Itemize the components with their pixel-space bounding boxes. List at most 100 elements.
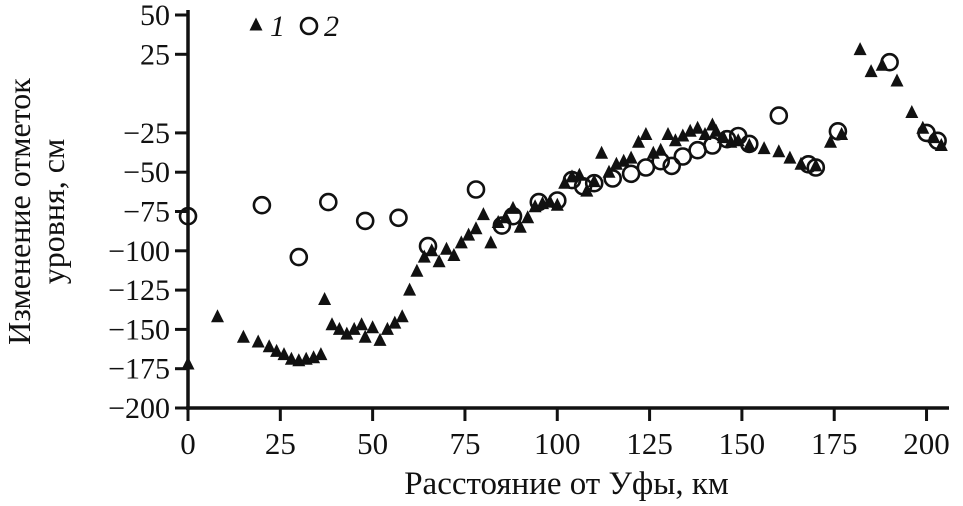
data-point-triangle-series1 [181, 356, 195, 370]
data-point-circle-series2 [806, 158, 826, 177]
data-point-triangle-series1 [698, 127, 712, 140]
x-tick-label: 50 [357, 426, 388, 461]
x-tick-label: 125 [626, 426, 673, 461]
data-point-triangle-series1 [366, 320, 380, 334]
data-point-circle-series2 [389, 208, 408, 228]
data-point-circle-series2 [880, 52, 899, 72]
y-tick-label: −100 [108, 235, 170, 268]
y-axis-title-line1: Изменение отметок [1, 78, 37, 345]
y-tick-label: −175 [108, 353, 170, 386]
data-point-triangle-series1 [262, 339, 276, 353]
data-point-triangle-series1 [358, 329, 372, 343]
data-point-triangle-series1 [332, 321, 346, 335]
data-point-circle-series2 [492, 216, 512, 235]
data-point-triangle-series1 [668, 133, 682, 147]
data-point-circle-series2 [739, 134, 759, 154]
data-point-triangle-series1 [380, 321, 394, 335]
data-point-triangle-series1 [654, 142, 668, 156]
data-point-triangle-series1 [890, 73, 904, 87]
data-point-circle-series2 [769, 106, 789, 125]
data-point-triangle-series1 [410, 263, 424, 277]
x-tick-label: 25 [265, 426, 296, 461]
data-point-triangle-series1 [709, 123, 723, 137]
data-point-triangle-series1 [447, 248, 461, 261]
data-point-triangle-series1 [783, 150, 797, 164]
data-point-triangle-series1 [325, 317, 339, 331]
data-point-triangle-series1 [347, 321, 361, 335]
data-point-triangle-series1 [595, 145, 609, 159]
legend-series1-label: 1 [270, 10, 285, 43]
data-point-circle-series2 [503, 206, 523, 226]
data-point-circle-series2 [584, 173, 604, 193]
data-point-triangle-series1 [340, 326, 354, 340]
data-point-triangle-series1 [314, 347, 328, 361]
data-point-triangle-series1 [639, 127, 653, 140]
y-tick-label: −150 [108, 313, 170, 346]
data-point-circle-series2 [828, 122, 848, 141]
data-point-triangle-series1 [355, 317, 369, 331]
y-tick-label: 25 [140, 38, 170, 71]
data-point-circle-series2 [717, 129, 737, 149]
data-point-triangle-series1 [513, 219, 527, 233]
y-tick-label: 50 [140, 0, 170, 32]
y-tick-label: −50 [123, 156, 170, 189]
y-axis-title-line2: уровня, см [35, 139, 71, 284]
data-point-triangle-series1 [403, 282, 417, 296]
legend-circle-icon [299, 16, 319, 36]
data-point-circle-series2 [928, 131, 947, 151]
data-point-triangle-series1 [521, 210, 535, 224]
data-point-circle-series2 [529, 192, 549, 212]
data-point-triangle-series1 [476, 207, 490, 221]
data-point-circle-series2 [603, 169, 623, 188]
data-point-triangle-series1 [484, 235, 498, 249]
x-tick-label: 0 [180, 426, 196, 461]
data-point-triangle-series1 [676, 128, 690, 142]
data-point-triangle-series1 [772, 144, 786, 158]
x-tick-label: 75 [449, 426, 480, 461]
data-point-triangle-series1 [277, 347, 291, 361]
x-tick-label: 100 [534, 426, 581, 461]
data-point-triangle-series1 [373, 332, 387, 346]
data-point-circle-series2 [573, 177, 593, 196]
data-point-triangle-series1 [440, 241, 453, 255]
x-tick-label: 200 [903, 426, 950, 461]
data-point-triangle-series1 [853, 42, 867, 56]
x-tick-label: 175 [811, 426, 858, 461]
x-tick-label: 150 [719, 426, 766, 461]
data-point-circle-series2 [289, 247, 309, 267]
data-point-triangle-series1 [757, 141, 771, 155]
y-tick-label: −75 [123, 196, 170, 229]
data-point-triangle-series1 [632, 134, 645, 148]
data-point-triangle-series1 [395, 309, 409, 323]
data-point-triangle-series1 [417, 249, 431, 263]
data-point-triangle-series1 [454, 235, 468, 249]
data-point-circle-series2 [252, 195, 272, 215]
data-point-circle-series2 [662, 156, 682, 176]
data-point-triangle-series1 [864, 64, 878, 78]
y-tick-label: −25 [123, 117, 170, 150]
data-point-circle-series2 [318, 192, 338, 212]
data-point-triangle-series1 [432, 254, 446, 268]
data-point-triangle-series1 [691, 120, 705, 134]
data-point-triangle-series1 [661, 127, 675, 140]
data-point-triangle-series1 [251, 334, 265, 348]
data-point-triangle-series1 [284, 351, 298, 365]
data-point-triangle-series1 [318, 292, 332, 305]
data-point-circle-series2 [547, 191, 567, 210]
data-point-triangle-series1 [624, 150, 638, 164]
data-point-triangle-series1 [211, 309, 224, 323]
data-point-triangle-series1 [469, 221, 483, 235]
data-point-triangle-series1 [388, 315, 402, 329]
data-point-circle-series2 [355, 211, 375, 231]
y-tick-label: −200 [108, 392, 170, 425]
data-point-circle-series2 [418, 236, 438, 256]
data-point-triangle-series1 [905, 105, 919, 118]
legend-triangle-icon [249, 17, 263, 31]
data-point-circle-series2 [651, 151, 671, 171]
data-point-triangle-series1 [742, 138, 756, 151]
data-point-triangle-series1 [236, 329, 250, 343]
data-point-circle-series2 [466, 180, 486, 199]
data-point-circle-series2 [178, 206, 198, 226]
